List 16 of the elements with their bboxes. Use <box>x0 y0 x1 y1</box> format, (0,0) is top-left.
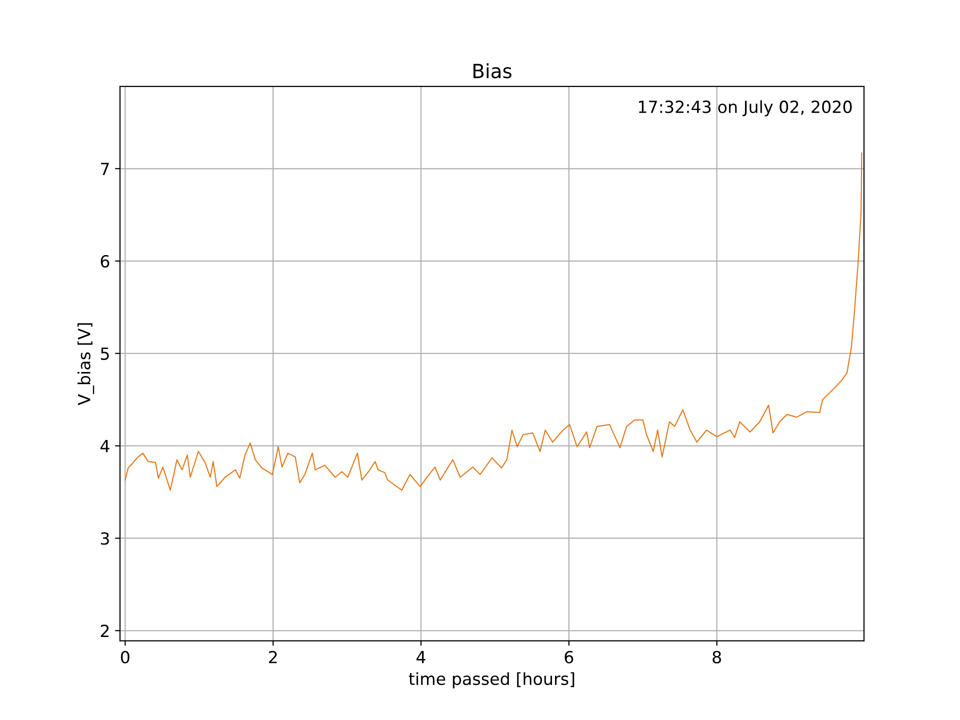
y-axis-title: V_bias [V] <box>78 323 94 406</box>
y-tick-label: 5 <box>100 348 109 360</box>
annotation: 17:32:43 on July 02, 2020 <box>638 100 852 116</box>
y-tick-label: 7 <box>101 162 109 175</box>
chart-title: Bias <box>474 63 512 78</box>
x-tick-label: 4 <box>416 651 426 664</box>
x-tick-label: 6 <box>564 650 574 664</box>
y-tick-label: 3 <box>100 532 109 545</box>
y-tick-label: 6 <box>100 255 110 268</box>
line-series <box>124 152 862 491</box>
x-axis-title: time passed [hours] <box>408 672 574 688</box>
x-tick-label: 8 <box>712 650 721 664</box>
y-tick-label: 2 <box>100 624 109 637</box>
x-tick-label: 0 <box>120 650 130 664</box>
y-tick-label: 4 <box>100 440 110 452</box>
x-tick-label: 2 <box>269 650 277 664</box>
